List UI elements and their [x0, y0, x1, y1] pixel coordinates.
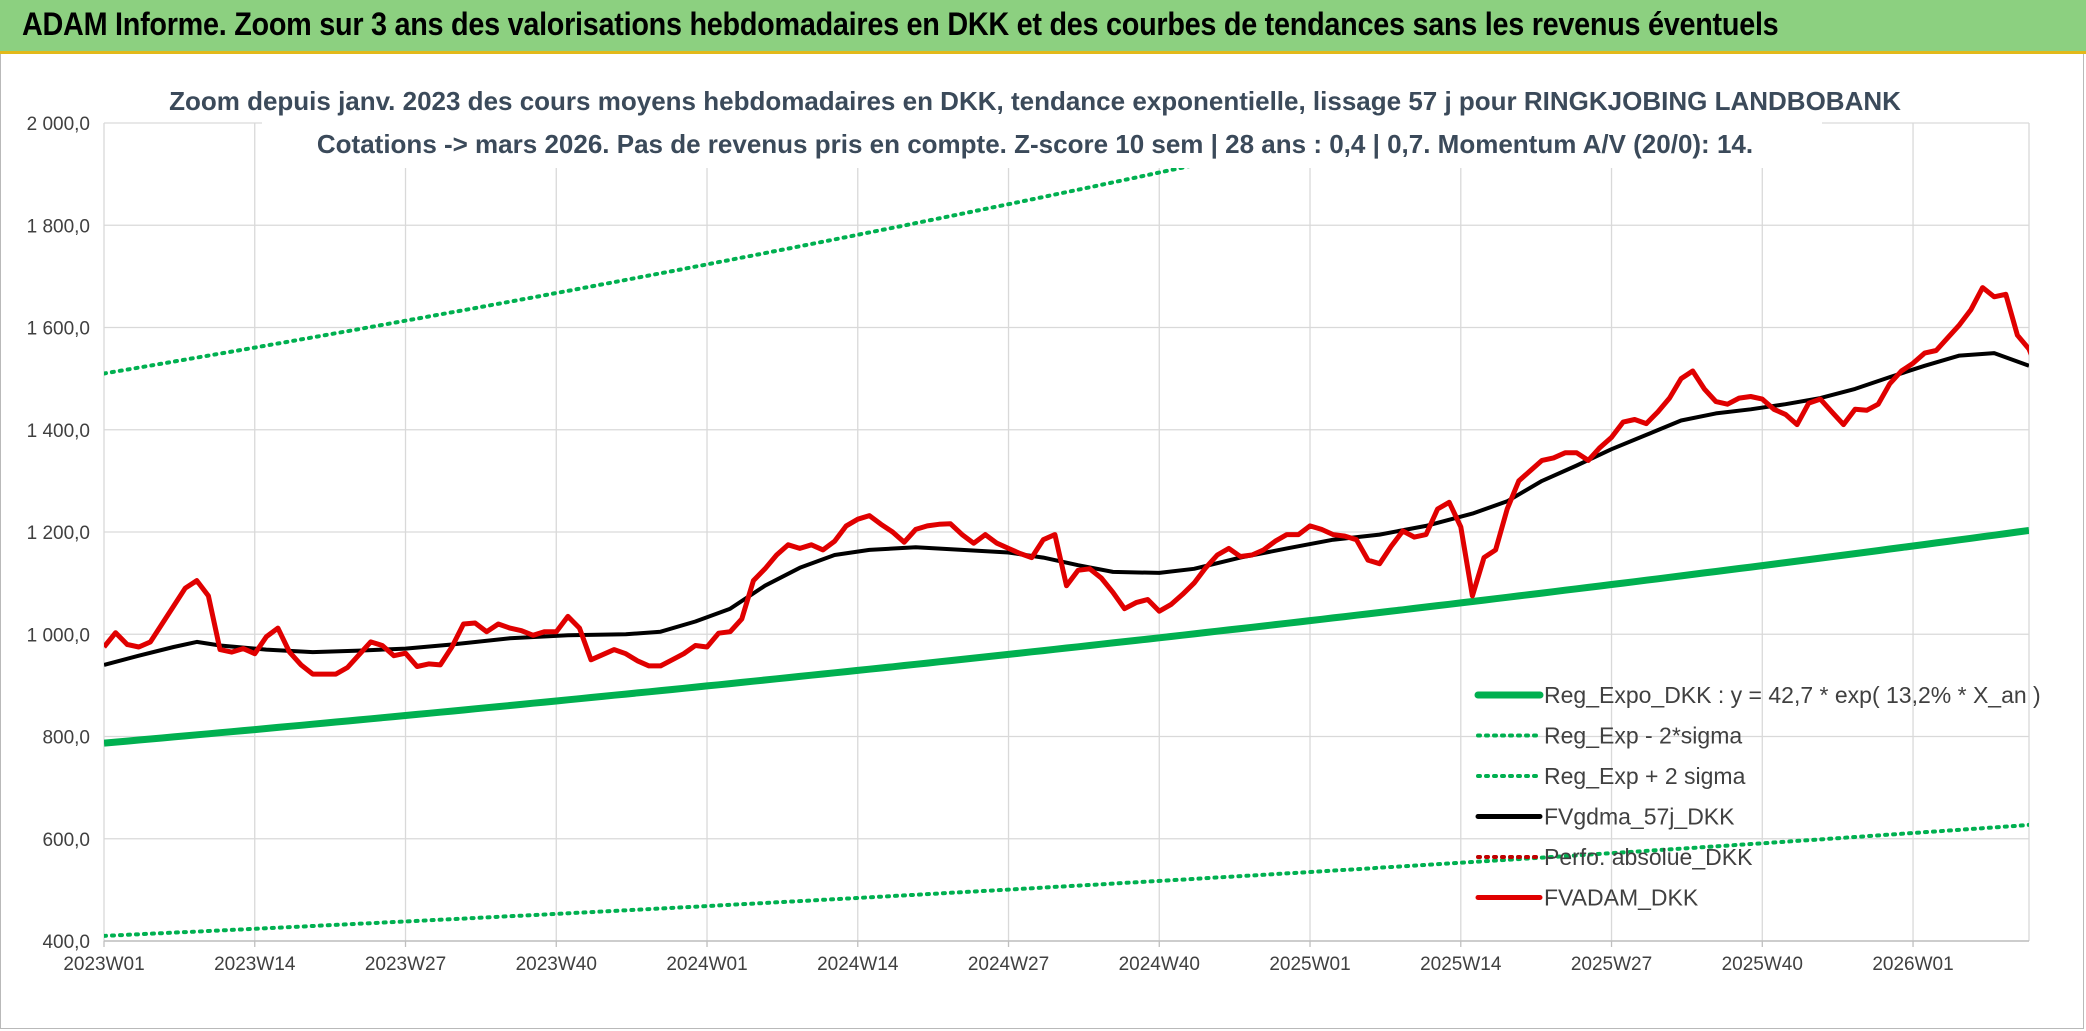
x-tick-label: 2024W40 — [1119, 954, 1200, 975]
report-title: ADAM Informe. Zoom sur 3 ans des valoris… — [22, 6, 1779, 42]
legend-label-adam: FVADAM_DKK — [1544, 885, 1699, 911]
x-tick-label: 2025W40 — [1722, 954, 1803, 975]
y-tick-label: 1 600,0 — [27, 319, 90, 340]
gridlines — [103, 122, 2030, 942]
y-tick-label: 2 000,0 — [27, 114, 90, 135]
series-fvgdma-57j-dkk — [104, 351, 2029, 667]
series-reg-exp-minus-2-sigma — [104, 822, 2029, 938]
x-tick-label: 2026W01 — [1872, 954, 1953, 975]
y-tick-label: 1 800,0 — [27, 216, 90, 237]
y-tick-label: 600,0 — [42, 830, 90, 851]
legend-label-sma: FVgdma_57j_DKK — [1544, 804, 1735, 830]
x-tick-label: 2023W01 — [63, 954, 144, 975]
x-tick-label: 2025W27 — [1571, 954, 1652, 975]
series-fvadam-dkk — [104, 285, 2029, 677]
x-tick-label: 2024W14 — [817, 954, 899, 975]
legend-label-high: Reg_Exp + 2 sigma — [1544, 763, 1746, 789]
y-tick-label: 800,0 — [42, 728, 90, 749]
report-header: ADAM Informe. Zoom sur 3 ans des valoris… — [0, 0, 2086, 54]
chart-title-line-2: Cotations -> mars 2026. Pas de revenus p… — [317, 129, 1753, 159]
x-tick-label: 2025W14 — [1420, 954, 1502, 975]
y-tick-label: 400,0 — [42, 932, 90, 953]
x-tick-label: 2024W27 — [968, 954, 1049, 975]
x-tick-label: 2025W01 — [1269, 954, 1350, 975]
legend: Reg_Expo_DKK : y = 42,7 * exp( 13,2% * X… — [1474, 682, 2041, 911]
x-tick-label: 2023W14 — [214, 954, 296, 975]
legend-label-low: Reg_Exp - 2*sigma — [1544, 723, 1742, 749]
chart-frame — [0, 54, 2084, 1029]
title-background — [262, 86, 1822, 168]
series-reg-expo-dkk — [104, 527, 2029, 747]
series-layer — [104, 123, 2029, 938]
legend-label-reg: Reg_Expo_DKK : y = 42,7 * exp( 13,2% * X… — [1544, 682, 2041, 708]
axes: 400,0 600,0 800,0 1 000,0 1 200,0 1 400,0 1 60… — [27, 114, 2029, 975]
y-tick-label: 1 000,0 — [27, 625, 90, 646]
legend-label-perfo: Perfo. absolue_DKK — [1544, 844, 1753, 870]
x-tick-label: 2023W40 — [516, 954, 597, 975]
x-tick-label: 2023W27 — [365, 954, 446, 975]
y-tick-label: 1 200,0 — [27, 523, 90, 544]
chart-title-line-1: Zoom depuis janv. 2023 des cours moyens … — [169, 86, 1901, 116]
series-reg-exp-plus-2-sigma — [104, 123, 1395, 376]
x-tick-label: 2024W01 — [666, 954, 747, 975]
y-tick-label: 1 400,0 — [27, 421, 90, 442]
